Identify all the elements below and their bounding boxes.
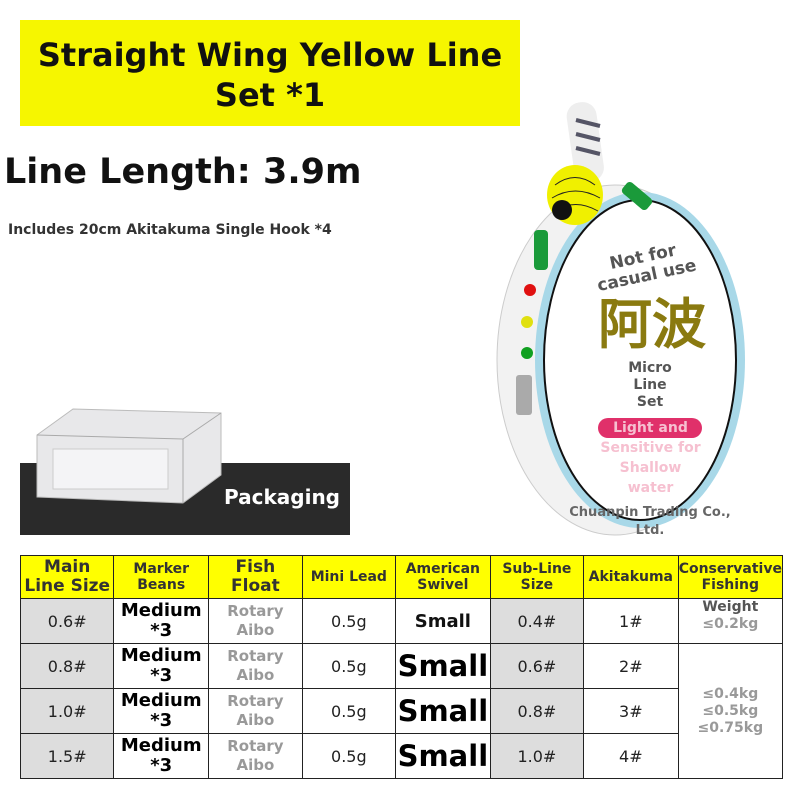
cell: Medium *3 xyxy=(113,688,209,734)
packaging-label: Packaging xyxy=(224,485,340,509)
table-row: 1.0# Medium *3 Rotary Aibo 0.5g Small 0.… xyxy=(19,688,783,734)
cell: 0.5g xyxy=(301,643,396,689)
cell: 0.8# xyxy=(489,688,584,734)
cell: 1.0# xyxy=(489,733,584,779)
col-header: Sub-Line Size xyxy=(489,555,584,599)
company-watermark: Chuanpin Trading Co., Ltd. xyxy=(569,505,731,538)
weight-label: Weight xyxy=(702,599,759,615)
cell: Rotary Aibo xyxy=(208,688,303,734)
cell: Rotary Aibo xyxy=(208,643,303,689)
weight-value: ≤0.4kg xyxy=(702,685,759,702)
cell: 1# xyxy=(582,598,679,644)
cell: 3# xyxy=(582,688,679,734)
col-header: Main Line Size xyxy=(19,555,115,599)
weight-cell: Weight ≤0.2kg xyxy=(677,598,784,644)
col-header: Conservative Fishing xyxy=(677,555,784,599)
cell: 4# xyxy=(582,733,679,779)
reel-brand: 阿波 xyxy=(598,292,706,356)
cell: Small xyxy=(394,643,491,689)
title-banner: Straight Wing Yellow Line Set *1 xyxy=(20,20,520,126)
col-header: Mini Lead xyxy=(301,555,396,599)
product-reel-image: Not for casual use 阿波 Micro Line Set Lig… xyxy=(490,90,790,550)
cell: Medium *3 xyxy=(113,598,209,644)
table-row: 0.6# Medium *3 Rotary Aibo 0.5g Small 0.… xyxy=(19,598,784,644)
col-header: Fish Float xyxy=(208,555,303,599)
table-row: 1.5# Medium *3 Rotary Aibo 0.5g Small 1.… xyxy=(19,733,783,779)
weight-value: ≤0.75kg xyxy=(697,719,764,736)
weight-value: ≤0.2kg xyxy=(702,616,759,632)
cell: 2# xyxy=(582,643,679,689)
table-row: 0.8# Medium *3 Rotary Aibo 0.5g Small 0.… xyxy=(19,643,784,779)
cell: Medium *3 xyxy=(113,643,209,689)
weight-cell: ≤0.4kg ≤0.5kg ≤0.75kg xyxy=(677,643,784,779)
cell: Rotary Aibo xyxy=(208,733,303,779)
cell: Rotary Aibo xyxy=(208,598,303,644)
title: Straight Wing Yellow Line Set *1 xyxy=(37,36,503,114)
cell: 0.4# xyxy=(489,598,584,644)
cell: 0.6# xyxy=(489,643,584,689)
cell: Small xyxy=(394,688,491,734)
col-header: American Swivel xyxy=(394,555,491,599)
cell: 0.5g xyxy=(301,688,396,734)
cell: 0.5g xyxy=(301,733,396,779)
reel-tag: Light and Sensitive for Shallow water xyxy=(600,420,701,496)
line-length: Line Length: 3.9m xyxy=(4,152,362,192)
cell: Small xyxy=(394,733,491,779)
packaging-box-image xyxy=(36,408,222,504)
reel-sub-text: Micro Line Set xyxy=(628,360,672,410)
table-header: Main Line Size Marker Beans Fish Float M… xyxy=(19,555,784,599)
weight-value: ≤0.5kg xyxy=(702,702,759,719)
cell: Medium *3 xyxy=(113,733,209,779)
includes-note: Includes 20cm Akitakuma Single Hook *4 xyxy=(8,222,332,238)
cell: 1.5# xyxy=(19,733,115,779)
cell: 1.0# xyxy=(19,688,115,734)
cell: 0.6# xyxy=(19,598,115,644)
cell: 0.8# xyxy=(19,643,115,689)
spec-table: Main Line Size Marker Beans Fish Float M… xyxy=(19,555,784,779)
cell: 0.5g xyxy=(301,598,396,644)
col-header: Marker Beans xyxy=(113,555,209,599)
col-header: Akitakuma xyxy=(582,555,679,599)
cell: Small xyxy=(394,598,491,644)
